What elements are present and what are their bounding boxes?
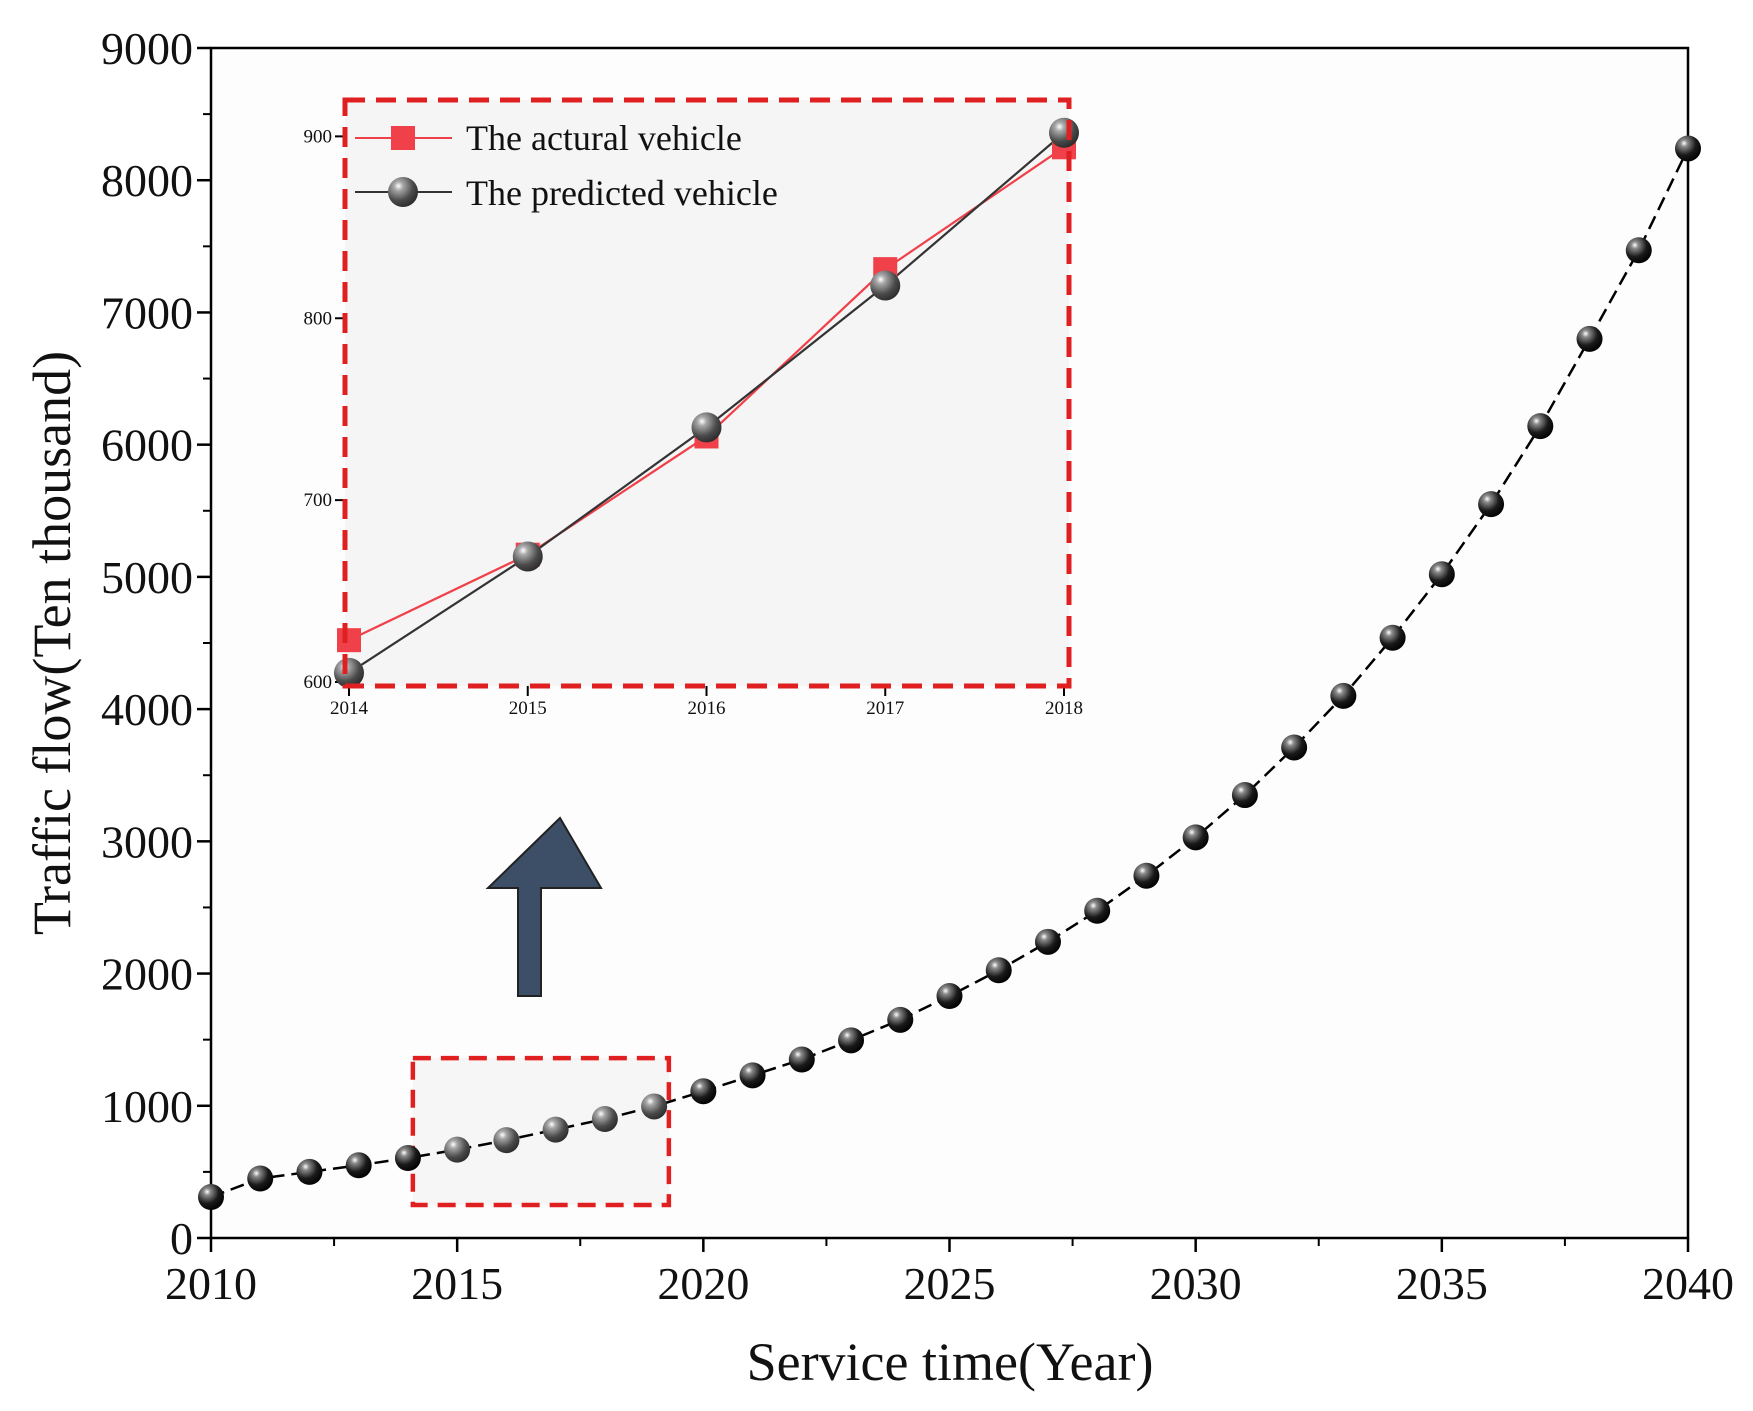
inset-y-tick-label: 700	[304, 490, 333, 511]
inset-y-tick-label: 900	[304, 126, 333, 147]
y-tick-label: 9000	[101, 23, 193, 74]
inset-x-tick-label: 2016	[688, 698, 726, 719]
y-axis-title: Traffic flow(Ten thousand)	[22, 351, 82, 935]
data-point	[1625, 237, 1652, 264]
x-tick-label: 2015	[411, 1258, 503, 1309]
x-axis-title: Service time(Year)	[747, 1332, 1154, 1392]
data-point	[345, 1152, 372, 1179]
inset-predicted-point	[691, 412, 722, 443]
inset-plot-area	[345, 100, 1069, 686]
x-tick-label: 2025	[904, 1258, 996, 1309]
inset-actual-point	[337, 628, 361, 653]
y-tick-label: 0	[170, 1213, 193, 1264]
main-axis-ticks: 2010 2015 2020 2025 2030 2035 2040 0 1000 2000 300…	[101, 23, 1734, 1309]
y-tick-label: 1000	[101, 1081, 193, 1132]
x-tick-label: 2020	[657, 1258, 749, 1309]
data-point	[1231, 782, 1258, 809]
inset-x-tick-label: 2014	[330, 698, 369, 719]
inset-predicted-point	[1049, 117, 1079, 148]
data-point	[739, 1062, 766, 1089]
zoom-arrow	[485, 816, 603, 997]
inset-legend: The actural vehicle The predicted vehicl…	[355, 118, 778, 213]
data-point	[1034, 928, 1061, 955]
data-point	[394, 1145, 421, 1172]
data-point	[1330, 682, 1357, 709]
data-point	[1084, 897, 1111, 924]
data-point	[936, 983, 963, 1010]
inset-y-tick-label: 600	[304, 672, 333, 693]
inset-predicted-point	[870, 270, 901, 301]
inset-frame	[342, 97, 1072, 689]
data-point	[1281, 734, 1308, 761]
legend-marker-actual	[391, 126, 415, 150]
data-point	[985, 957, 1012, 984]
y-tick-label: 6000	[101, 420, 193, 471]
legend-marker-predicted	[388, 177, 418, 207]
legend-label-actual: The actural vehicle	[466, 118, 742, 158]
data-point	[1379, 624, 1406, 651]
data-point	[247, 1165, 274, 1192]
data-point	[1675, 135, 1701, 162]
data-point	[1478, 491, 1505, 518]
y-tick-label: 5000	[101, 552, 193, 603]
data-point	[690, 1078, 717, 1105]
inset-x-tick-label: 2018	[1045, 698, 1083, 719]
main-series-group	[198, 135, 1701, 1211]
inset-axis-ticks: 2014 2015 2016 2017 2018 600 700 800 900	[304, 126, 1084, 719]
data-point	[1527, 413, 1554, 440]
inset-series-group	[334, 117, 1079, 688]
inset-x-tick-label: 2017	[866, 698, 904, 719]
inset-x-tick-label: 2015	[509, 698, 547, 719]
data-point	[1428, 561, 1455, 588]
data-point	[1133, 862, 1160, 889]
y-tick-label: 4000	[101, 684, 193, 735]
data-point	[887, 1006, 914, 1033]
y-tick-label: 2000	[101, 949, 193, 1000]
y-tick-label: 7000	[101, 287, 193, 338]
data-point	[444, 1136, 471, 1163]
data-point	[641, 1093, 668, 1120]
data-point	[1576, 325, 1603, 352]
inset-predicted-point	[512, 541, 543, 572]
legend-label-predicted: The predicted vehicle	[466, 173, 778, 213]
data-point	[198, 1184, 224, 1211]
y-tick-label: 3000	[101, 816, 193, 867]
inset-predicted-point	[334, 657, 364, 688]
y-tick-label: 8000	[101, 155, 193, 206]
data-point	[296, 1158, 323, 1185]
x-tick-label: 2040	[1642, 1258, 1734, 1309]
data-point	[788, 1046, 815, 1073]
data-point	[1182, 824, 1209, 851]
data-point	[591, 1106, 618, 1132]
x-tick-label: 2010	[165, 1258, 257, 1309]
x-tick-label: 2030	[1150, 1258, 1242, 1309]
x-tick-label: 2035	[1396, 1258, 1488, 1309]
data-point	[493, 1127, 520, 1154]
inset-y-tick-label: 800	[304, 308, 333, 329]
data-point	[542, 1116, 569, 1143]
data-point	[838, 1027, 865, 1054]
